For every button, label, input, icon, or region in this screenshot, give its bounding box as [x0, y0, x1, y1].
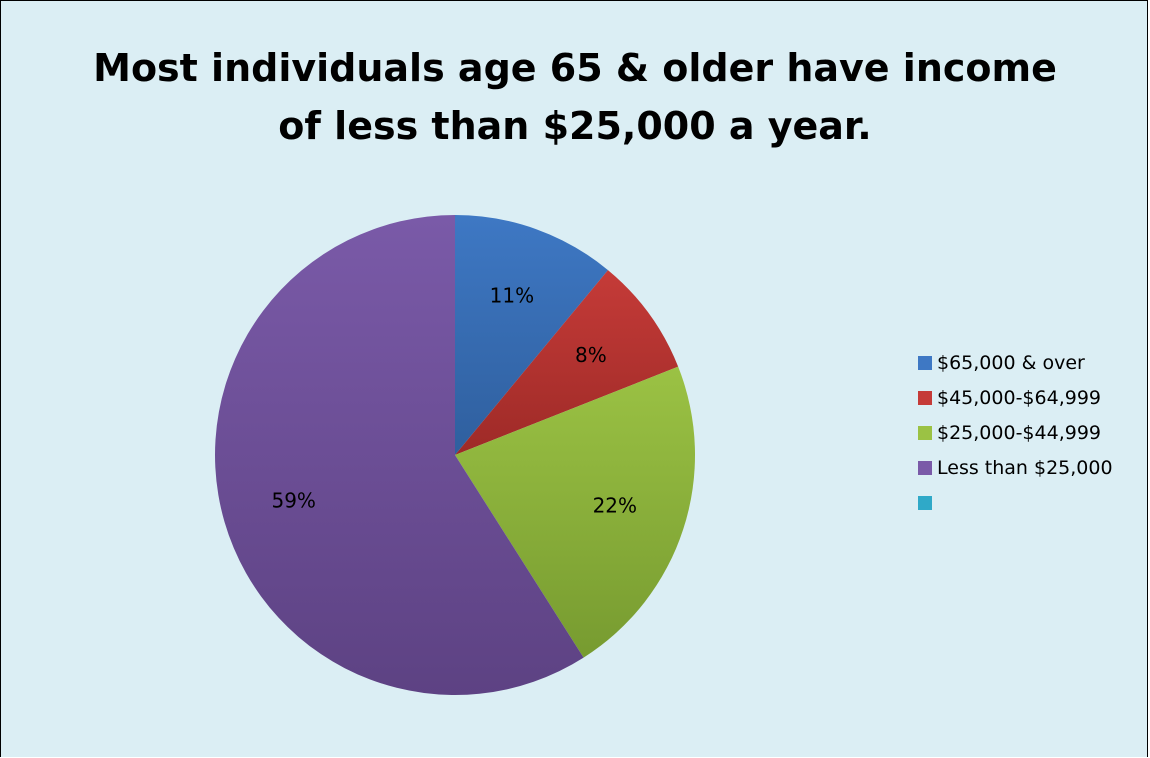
- pie-data-label: 22%: [593, 493, 637, 517]
- chart-legend: $65,000 & over $45,000-$64,999 $25,000-$…: [918, 345, 1113, 520]
- pie-slice: [455, 270, 679, 455]
- legend-item: [918, 485, 1113, 520]
- pie-data-labels: 11% 8% 22% 59%: [271, 283, 637, 517]
- legend-swatch: [918, 390, 932, 405]
- legend-label: $45,000-$64,999: [937, 386, 1101, 409]
- pie-slice: [215, 215, 584, 695]
- pie-slice: [455, 215, 608, 455]
- legend-item: $25,000-$44,999: [918, 415, 1113, 450]
- pie-data-label: 11%: [490, 283, 534, 307]
- legend-swatch: [918, 425, 932, 440]
- legend-item: $45,000-$64,999: [918, 380, 1113, 415]
- chart-title-line-1: Most individuals age 65 & older have inc…: [93, 46, 1057, 90]
- legend-label: Less than $25,000: [937, 456, 1113, 479]
- pie-slice: [455, 366, 696, 658]
- legend-label: $65,000 & over: [937, 351, 1085, 374]
- legend-swatch: [918, 495, 932, 510]
- chart-title-line-2: of less than $25,000 a year.: [278, 104, 872, 148]
- legend-swatch: [918, 460, 932, 475]
- pie-slices: [215, 215, 696, 695]
- pie-data-label: 59%: [271, 488, 315, 512]
- legend-swatch: [918, 355, 932, 370]
- legend-label: $25,000-$44,999: [937, 421, 1101, 444]
- chart-title: Most individuals age 65 & older have inc…: [1, 39, 1149, 155]
- legend-item: $65,000 & over: [918, 345, 1113, 380]
- legend-item: Less than $25,000: [918, 450, 1113, 485]
- pie-data-label: 8%: [575, 343, 607, 367]
